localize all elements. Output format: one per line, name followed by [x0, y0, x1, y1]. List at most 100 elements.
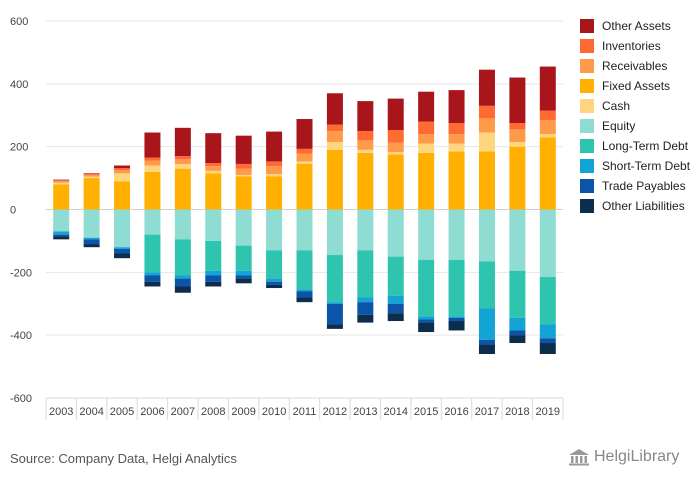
- bar-segment-fixed-assets: [83, 178, 100, 210]
- legend-swatch: [580, 99, 594, 113]
- legend-label: Fixed Assets: [602, 79, 671, 93]
- bar-segment-fixed-assets: [266, 176, 283, 210]
- legend-item-equity: Equity: [580, 116, 690, 136]
- bar-segment-fixed-assets: [205, 173, 222, 210]
- bar-segment-trade-payables: [205, 275, 222, 282]
- bar-segment-other-assets: [478, 69, 495, 106]
- bar-segment-short-term-debt: [478, 308, 495, 340]
- bar-segment-other-assets: [205, 133, 222, 164]
- bar-segment-trade-payables: [509, 330, 526, 336]
- legend-label: Cash: [602, 99, 631, 113]
- bar-segment-fixed-assets: [418, 152, 435, 210]
- bar-segment-short-term-debt: [539, 324, 556, 339]
- x-tick-label: 2009: [231, 406, 255, 418]
- logo-text: HelgiLibrary: [594, 448, 680, 465]
- bar-segment-other-liabilities: [478, 344, 495, 355]
- bar-segment-cash: [205, 170, 222, 174]
- x-tick-label: 2013: [353, 406, 377, 418]
- bar-segment-other-assets: [509, 77, 526, 124]
- bar-segment-other-liabilities: [387, 313, 404, 322]
- bar-segment-fixed-assets: [357, 152, 374, 210]
- x-tick-label: 2019: [536, 406, 560, 418]
- legend-item-short-term-debt: Short-Term Debt: [580, 156, 690, 176]
- legend-label: Equity: [602, 119, 636, 133]
- bar-segment-cash: [114, 173, 131, 182]
- bar-segment-equity: [509, 209, 526, 271]
- bar-segment-inventories: [83, 173, 100, 175]
- bar-segment-receivables: [114, 170, 131, 174]
- bar-segment-other-liabilities: [235, 278, 252, 284]
- bar-segment-other-assets: [357, 101, 374, 131]
- bar-segment-other-liabilities: [296, 297, 313, 303]
- bar-segment-other-liabilities: [205, 281, 222, 287]
- bar-segment-equity: [174, 209, 191, 240]
- legend-item-inventories: Inventories: [580, 36, 690, 56]
- bar-segment-receivables: [174, 159, 191, 164]
- bar-segment-inventories: [539, 110, 556, 120]
- bar-segment-equity: [478, 209, 495, 262]
- bar-segment-receivables: [357, 140, 374, 150]
- legend-swatch: [580, 19, 594, 33]
- bar-segment-long-term-debt: [144, 234, 161, 273]
- bar-segment-equity: [326, 209, 343, 256]
- bar-segment-other-liabilities: [114, 253, 131, 259]
- bar-segment-inventories: [478, 105, 495, 119]
- bar-segment-other-liabilities: [144, 281, 161, 287]
- bar-segment-cash: [266, 173, 283, 177]
- bar-segment-equity: [387, 209, 404, 257]
- bar-segment-long-term-debt: [387, 256, 404, 296]
- bar-segment-equity: [296, 209, 313, 251]
- bar-segment-other-assets: [53, 179, 70, 181]
- y-tick-label: -600: [10, 393, 32, 405]
- bar-segment-short-term-debt: [53, 231, 70, 235]
- legend-item-long-term-debt: Long-Term Debt: [580, 136, 690, 156]
- y-tick-label: 400: [10, 79, 28, 91]
- x-tick-label: 2006: [140, 406, 164, 418]
- bar-segment-receivables: [144, 160, 161, 166]
- bar-segment-other-liabilities: [418, 322, 435, 333]
- x-tick-label: 2012: [323, 406, 347, 418]
- legend-swatch: [580, 119, 594, 133]
- bar-segment-equity: [114, 209, 131, 248]
- bar-segment-fixed-assets: [235, 176, 252, 210]
- legend-label: Other Assets: [602, 19, 671, 33]
- bar-segment-receivables: [509, 129, 526, 142]
- bar-segment-inventories: [296, 148, 313, 154]
- bar-segment-trade-payables: [266, 281, 283, 285]
- bar-segment-short-term-debt: [235, 270, 252, 276]
- bar-segment-fixed-assets: [478, 151, 495, 210]
- bar-segment-other-assets: [144, 132, 161, 158]
- bar-segment-other-assets: [418, 91, 435, 122]
- bar-segment-other-assets: [387, 98, 404, 131]
- bar-segment-trade-payables: [539, 338, 556, 344]
- x-tick-label: 2016: [444, 406, 468, 418]
- legend-label: Other Liabilities: [602, 199, 685, 213]
- bar-segment-trade-payables: [144, 275, 161, 282]
- bar-segment-trade-payables: [357, 302, 374, 315]
- bar-segment-cash: [478, 132, 495, 152]
- x-tick-label: 2007: [171, 406, 195, 418]
- x-tick-label: 2005: [110, 406, 134, 418]
- bar-segment-other-assets: [83, 173, 100, 174]
- bar-segment-equity: [539, 209, 556, 278]
- y-tick-label: -200: [10, 267, 32, 279]
- bar-segment-other-liabilities: [83, 244, 100, 248]
- legend-item-cash: Cash: [580, 96, 690, 116]
- bar-segment-long-term-debt: [357, 250, 374, 298]
- bar-segment-other-assets: [114, 165, 131, 169]
- bar-segment-other-assets: [235, 135, 252, 164]
- bar-segment-short-term-debt: [205, 270, 222, 276]
- x-tick-label: 2004: [79, 406, 103, 418]
- bar-segment-inventories: [205, 163, 222, 167]
- bar-segment-receivables: [235, 168, 252, 175]
- bar-segment-cash: [448, 143, 465, 152]
- bar-segment-other-assets: [174, 127, 191, 157]
- bar-segment-short-term-debt: [144, 272, 161, 276]
- bar-segment-cash: [387, 152, 404, 155]
- bar-segment-trade-payables: [114, 248, 131, 254]
- bar-segment-short-term-debt: [174, 275, 191, 279]
- bar-segment-equity: [357, 209, 374, 251]
- bar-segment-cash: [144, 165, 161, 172]
- x-tick-label: 2014: [383, 406, 407, 418]
